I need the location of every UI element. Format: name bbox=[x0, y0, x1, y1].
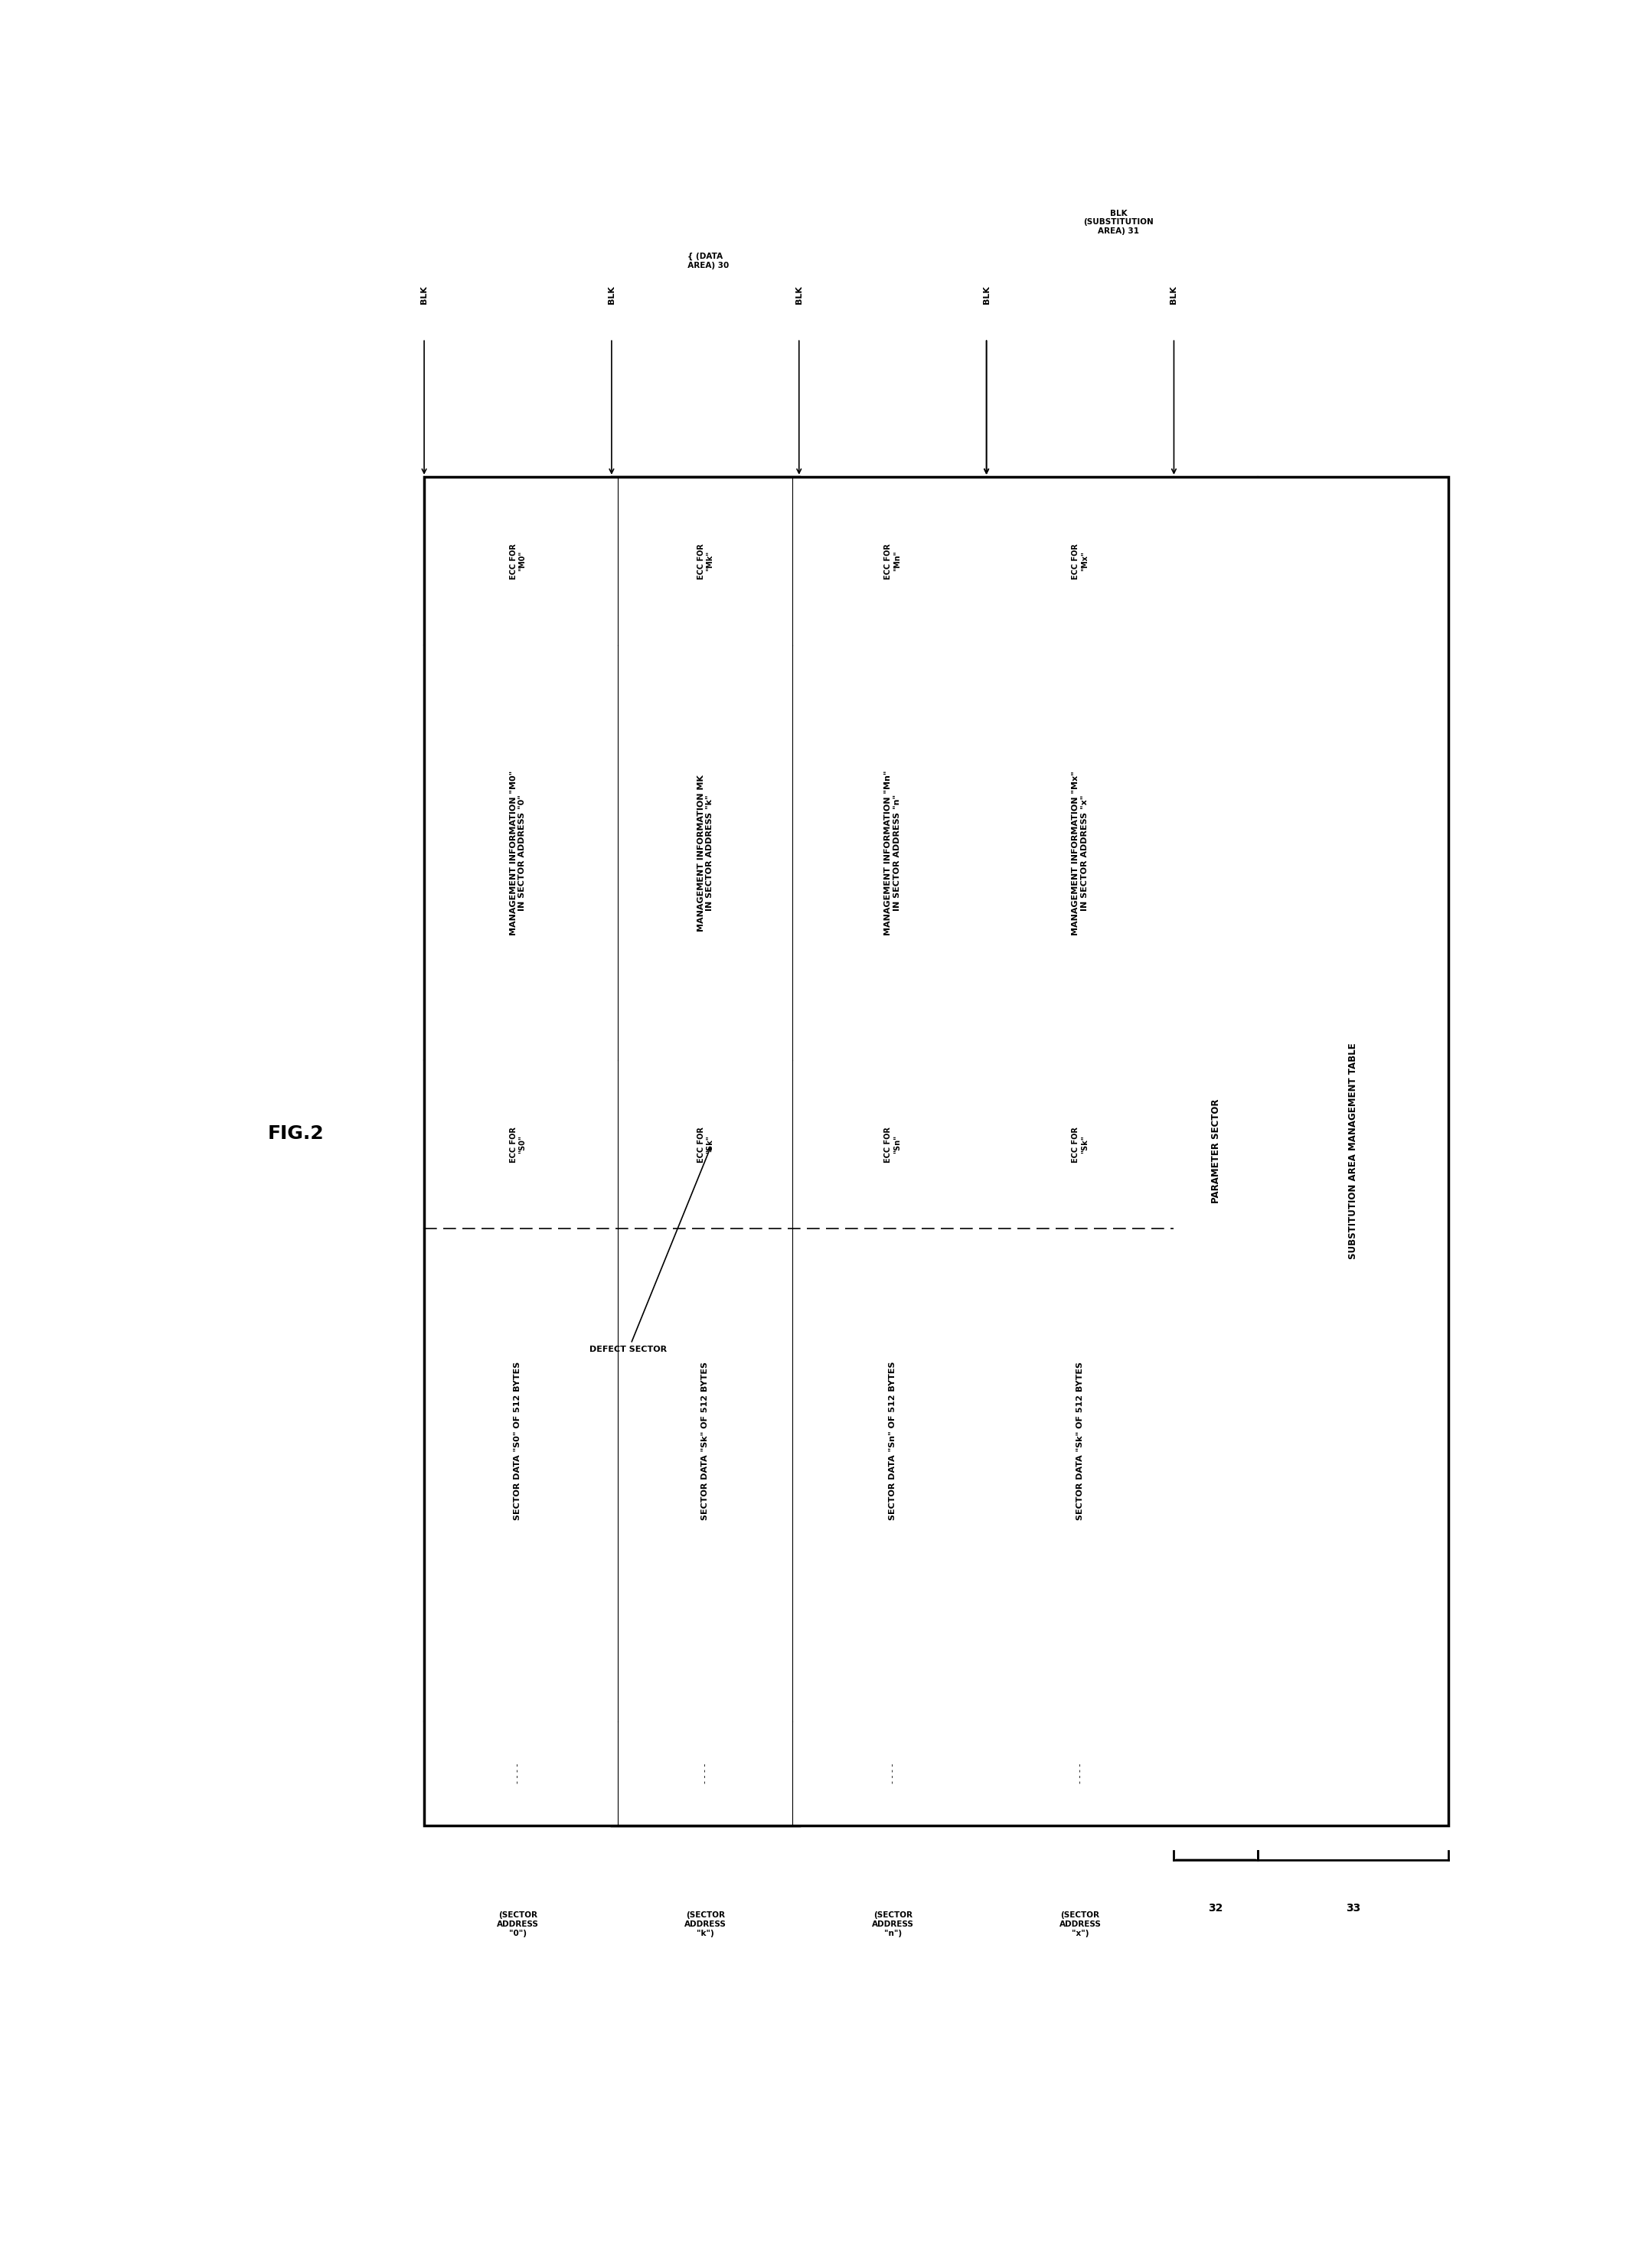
Bar bbox=[1175, 1228, 1257, 1722]
Bar bbox=[611, 1060, 800, 1228]
Text: BLK: BLK bbox=[608, 285, 616, 303]
Text: BLK
(SUBSTITUTION
AREA) 31: BLK (SUBSTITUTION AREA) 31 bbox=[1084, 209, 1153, 236]
Text: ECC FOR
"S0": ECC FOR "S0" bbox=[509, 1127, 525, 1163]
Text: SUBSTITUTION AREA MANAGEMENT TABLE: SUBSTITUTION AREA MANAGEMENT TABLE bbox=[1348, 1044, 1358, 1259]
Bar bbox=[1257, 1722, 1449, 1825]
Bar bbox=[611, 476, 800, 644]
Text: DEFECT SECTOR: DEFECT SECTOR bbox=[590, 1147, 710, 1354]
Text: ECC FOR
"Mx": ECC FOR "Mx" bbox=[1072, 543, 1089, 579]
Bar bbox=[1175, 1722, 1257, 1825]
Text: - - - -: - - - - bbox=[1077, 1762, 1084, 1783]
Text: FIG.2: FIG.2 bbox=[268, 1125, 324, 1143]
Text: ECC FOR
"Mk": ECC FOR "Mk" bbox=[697, 543, 714, 579]
Bar bbox=[1257, 476, 1449, 644]
Bar bbox=[800, 644, 986, 1060]
Text: ECC FOR
"Sk": ECC FOR "Sk" bbox=[1072, 1127, 1089, 1163]
Text: MANAGEMENT INFORMATION "Mx"
IN SECTOR ADDRESS "x": MANAGEMENT INFORMATION "Mx" IN SECTOR AD… bbox=[1072, 770, 1089, 934]
Bar bbox=[611, 644, 800, 1060]
Bar bbox=[986, 1228, 1175, 1722]
Bar bbox=[800, 1060, 986, 1228]
Bar bbox=[1175, 644, 1257, 1060]
Bar bbox=[800, 1722, 986, 1825]
Text: { (DATA
  AREA) 30: { (DATA AREA) 30 bbox=[682, 254, 729, 269]
Bar bbox=[1257, 644, 1449, 1060]
Bar bbox=[986, 644, 1175, 1060]
Text: - - - -: - - - - bbox=[889, 1762, 897, 1783]
Bar bbox=[1175, 476, 1257, 644]
Bar bbox=[986, 1722, 1175, 1825]
Bar bbox=[425, 1060, 611, 1228]
Text: (SECTOR
ADDRESS
"0"): (SECTOR ADDRESS "0") bbox=[497, 1913, 539, 1937]
Text: BLK: BLK bbox=[1170, 285, 1178, 303]
Text: PARAMETER SECTOR: PARAMETER SECTOR bbox=[1211, 1098, 1221, 1203]
Text: SECTOR DATA "S0" OF 512 BYTES: SECTOR DATA "S0" OF 512 BYTES bbox=[514, 1360, 522, 1520]
Bar bbox=[425, 1228, 611, 1722]
Text: - - - -: - - - - bbox=[702, 1762, 709, 1783]
Text: MANAGEMENT INFORMATION "Mn"
IN SECTOR ADDRESS "n": MANAGEMENT INFORMATION "Mn" IN SECTOR AD… bbox=[884, 770, 900, 936]
Text: MANAGEMENT INFORMATION "M0"
IN SECTOR ADDRESS "0": MANAGEMENT INFORMATION "M0" IN SECTOR AD… bbox=[509, 770, 525, 936]
Text: SECTOR DATA "Sk" OF 512 BYTES: SECTOR DATA "Sk" OF 512 BYTES bbox=[1077, 1360, 1084, 1520]
Text: BLK: BLK bbox=[795, 285, 803, 303]
Text: BLK: BLK bbox=[420, 285, 428, 303]
Bar bbox=[611, 1228, 800, 1722]
Bar bbox=[425, 476, 1449, 1825]
Bar bbox=[425, 1722, 611, 1825]
Text: MANAGEMENT INFORMATION MK
IN SECTOR ADDRESS "k": MANAGEMENT INFORMATION MK IN SECTOR ADDR… bbox=[697, 775, 714, 932]
Text: SECTOR DATA "Sn" OF 512 BYTES: SECTOR DATA "Sn" OF 512 BYTES bbox=[889, 1360, 897, 1520]
Text: ECC FOR
"Sk": ECC FOR "Sk" bbox=[697, 1127, 714, 1163]
Text: 32: 32 bbox=[1209, 1904, 1222, 1913]
Bar bbox=[800, 1228, 986, 1722]
Text: (SECTOR
ADDRESS
"x"): (SECTOR ADDRESS "x") bbox=[1059, 1913, 1102, 1937]
Text: (SECTOR
ADDRESS
"k"): (SECTOR ADDRESS "k") bbox=[684, 1913, 727, 1937]
Bar bbox=[986, 1060, 1175, 1228]
Bar bbox=[1257, 1060, 1449, 1228]
Text: (SECTOR
ADDRESS
"n"): (SECTOR ADDRESS "n") bbox=[872, 1913, 914, 1937]
Bar bbox=[425, 644, 611, 1060]
Bar bbox=[425, 476, 611, 644]
Text: ECC FOR
"Mn": ECC FOR "Mn" bbox=[884, 543, 900, 579]
Bar bbox=[800, 476, 986, 644]
Text: SECTOR DATA "Sk" OF 512 BYTES: SECTOR DATA "Sk" OF 512 BYTES bbox=[702, 1360, 709, 1520]
Bar bbox=[611, 1722, 800, 1825]
Text: ECC FOR
"Sn": ECC FOR "Sn" bbox=[884, 1127, 900, 1163]
Bar bbox=[986, 476, 1175, 644]
Bar bbox=[1257, 1228, 1449, 1722]
Bar bbox=[1175, 1060, 1257, 1228]
Text: BLK: BLK bbox=[983, 285, 990, 303]
Text: ECC FOR
"M0": ECC FOR "M0" bbox=[509, 543, 525, 579]
Text: 33: 33 bbox=[1346, 1904, 1361, 1913]
Text: - - - -: - - - - bbox=[514, 1762, 522, 1783]
